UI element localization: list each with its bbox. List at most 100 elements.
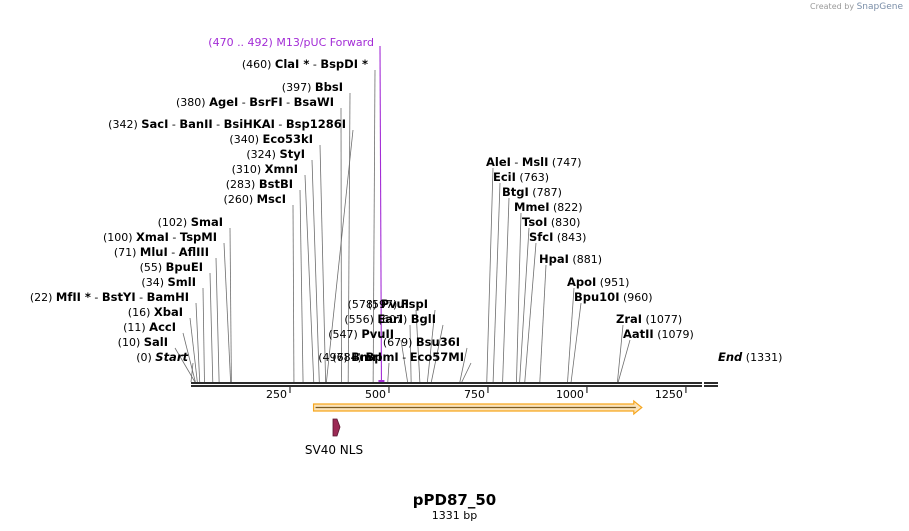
site-position: (460) xyxy=(242,58,275,71)
name-separator: - xyxy=(238,96,249,109)
site-label[interactable]: (324) StyI xyxy=(246,147,305,161)
snapgene-credit: Created by SnapGene xyxy=(810,2,903,12)
site-label[interactable]: (55) BpuEI xyxy=(140,260,203,274)
site-enzyme-name: BamHI xyxy=(147,290,189,304)
site-connector-line xyxy=(189,317,198,383)
site-label[interactable]: HpaI (881) xyxy=(539,252,602,266)
site-label[interactable]: ZraI (1077) xyxy=(616,312,682,326)
site-label[interactable]: (547) PvuII xyxy=(328,327,394,341)
name-separator: - xyxy=(309,58,320,71)
site-connector-line xyxy=(299,189,304,383)
site-position: (763) xyxy=(516,171,549,184)
site-connector-line xyxy=(190,362,194,383)
axis-tick-label: 500 xyxy=(365,388,386,401)
site-enzyme-name: EarI xyxy=(377,312,403,326)
site-enzyme-name: End xyxy=(718,350,743,364)
site-label[interactable]: (22) MfII * - BstYI - BamHI xyxy=(30,290,189,304)
site-enzyme-name: Eco57MI xyxy=(410,350,464,364)
site-label[interactable]: (102) SmaI xyxy=(158,215,223,229)
site-label[interactable]: (578) PvuI xyxy=(348,297,409,311)
primer-line xyxy=(379,45,382,383)
site-label[interactable]: (34) SmlI xyxy=(141,275,196,289)
site-label[interactable]: (397) BbsI xyxy=(282,80,343,94)
feature-track[interactable]: SV40 NLS xyxy=(305,399,643,457)
site-label[interactable]: (380) AgeI - BsrFI - BsaWI xyxy=(176,95,334,109)
site-connector-line xyxy=(415,309,421,383)
site-enzyme-name: PvuII xyxy=(361,327,394,341)
site-label[interactable]: Bpu10I (960) xyxy=(574,290,653,304)
site-label[interactable]: (460) ClaI * - BspDI * xyxy=(242,57,368,71)
site-enzyme-name: BsaWI xyxy=(294,95,334,109)
site-enzyme-name: AflIII xyxy=(179,245,209,259)
site-label[interactable]: AatII (1079) xyxy=(623,327,694,341)
site-position: (340) xyxy=(229,133,262,146)
site-position: (71) xyxy=(114,246,140,259)
site-label[interactable]: (679) Bsu36I xyxy=(383,335,460,349)
site-label[interactable]: (340) Eco53kI xyxy=(229,132,313,146)
site-position: (283) xyxy=(226,178,259,191)
site-label[interactable]: (260) MscI xyxy=(224,192,286,206)
site-label[interactable]: (71) MluI - AflIII xyxy=(114,245,209,259)
name-separator: - xyxy=(136,291,147,304)
site-position: (822) xyxy=(550,201,583,214)
site-enzyme-name: XmaI xyxy=(136,230,169,244)
sv40-nls-feature[interactable] xyxy=(332,418,341,437)
site-enzyme-name: BanII xyxy=(179,117,212,131)
site-position: (260) xyxy=(224,193,257,206)
site-enzyme-name: BstBI xyxy=(259,177,293,191)
site-label[interactable]: MmeI (822) xyxy=(514,200,583,214)
site-label[interactable]: (342) SacI - BanII - BsiHKAI - Bsp1286I xyxy=(108,117,346,131)
site-labels: (0) Start(10) SalI(11) AccI(16) XbaI(22)… xyxy=(30,57,783,364)
site-connector-line xyxy=(292,204,295,383)
site-position: (55) xyxy=(140,261,166,274)
site-connector-line xyxy=(570,302,582,383)
site-label[interactable]: (556) EarI xyxy=(344,312,403,326)
site-connector-line xyxy=(617,324,624,383)
site-connectors xyxy=(174,69,631,383)
site-enzyme-name: EciI xyxy=(493,170,516,184)
site-enzyme-name: BstYI xyxy=(102,290,136,304)
site-label[interactable]: (100) XmaI - TspMI xyxy=(103,230,217,244)
site-label[interactable]: (310) XmnI xyxy=(232,162,298,176)
site-position: (22) xyxy=(30,291,56,304)
name-separator: - xyxy=(275,118,286,131)
site-connector-line xyxy=(400,339,408,383)
site-label[interactable]: ApoI (951) xyxy=(567,275,629,289)
site-label[interactable]: (597) FspI xyxy=(368,297,428,311)
site-position: (0) xyxy=(136,351,155,364)
dna-backbone[interactable]: 250 500 750 1000 1250 xyxy=(191,381,718,401)
site-label[interactable]: (0) Start xyxy=(136,350,188,364)
site-label[interactable]: EciI (763) xyxy=(493,170,549,184)
site-enzyme-name: FspI xyxy=(401,297,428,311)
site-label[interactable]: BtgI (787) xyxy=(502,185,562,199)
site-label[interactable]: End (1331) xyxy=(718,350,782,364)
axis-tick-label: 750 xyxy=(464,388,485,401)
site-label[interactable]: (607) BglI xyxy=(378,312,436,326)
site-label[interactable]: SfcI (843) xyxy=(529,230,586,244)
site-label[interactable]: (10) SalI xyxy=(118,335,168,349)
site-enzyme-name: Bsu36I xyxy=(416,335,460,349)
site-position: (597) xyxy=(368,298,401,311)
primer-annotation[interactable]: (470 .. 492) M13/pUC Forward xyxy=(208,36,385,383)
site-position: (578) xyxy=(348,298,381,311)
site-label[interactable]: TsoI (830) xyxy=(522,215,580,229)
site-enzyme-name: AleI xyxy=(486,155,511,169)
site-enzyme-name: Bsp1286I xyxy=(286,117,346,131)
site-label[interactable]: (497) BmrI xyxy=(318,350,382,364)
primer-label[interactable]: (470 .. 492) M13/pUC Forward xyxy=(208,36,374,49)
site-enzyme-name: PvuI xyxy=(381,297,409,311)
site-label[interactable]: AleI - MslI (747) xyxy=(486,155,581,169)
site-label[interactable]: (16) XbaI xyxy=(128,305,183,319)
site-enzyme-name: MluI xyxy=(140,245,168,259)
site-connector-line xyxy=(174,347,196,383)
site-position: (1079) xyxy=(654,328,694,341)
site-label[interactable]: (11) AccI xyxy=(123,320,176,334)
site-connector-line xyxy=(617,339,631,383)
site-label[interactable]: (684) BpmI - Eco57MI xyxy=(332,350,464,364)
site-connector-line xyxy=(202,287,205,383)
site-connector-line xyxy=(519,227,530,383)
site-label[interactable]: (283) BstBI xyxy=(226,177,293,191)
site-enzyme-name: TspMI xyxy=(180,230,217,244)
site-connector-line xyxy=(319,144,327,383)
site-enzyme-name: BglI xyxy=(411,312,436,326)
